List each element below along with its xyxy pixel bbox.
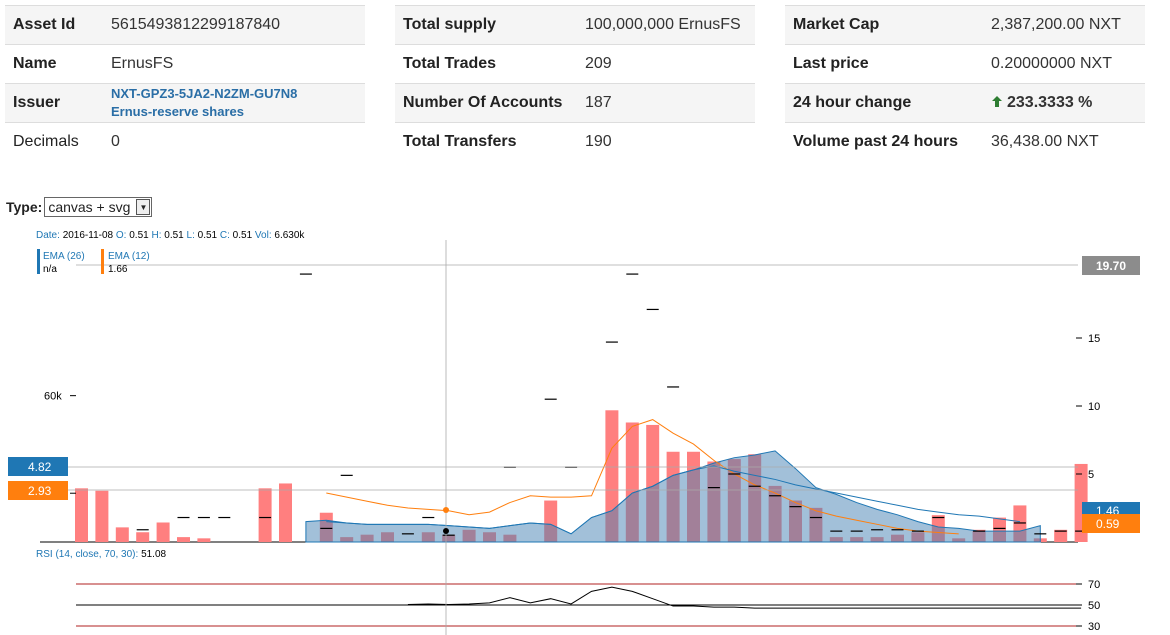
volume-bar [177,537,190,542]
ema12-line [326,419,959,535]
rsi-panel: 30 50 70 [76,579,1100,633]
right-orange-badge: 0.59 [1082,514,1140,533]
change-24h-value: 233.3333 % [983,83,1145,123]
chart-type-selected: canvas + svg [48,199,131,215]
volume-bar [197,538,211,542]
volume-bars [75,410,1088,542]
chevron-down-icon: ▼ [136,199,151,215]
ema-legend: EMA (26) n/a EMA (12) 1.66 [37,249,150,275]
price-marks [136,273,1088,536]
volume-bar [1054,529,1068,542]
market-cap-label: Market Cap [785,5,983,45]
total-trades-value: 209 [577,44,755,84]
asset-id-label: Asset Id [5,5,103,45]
chart-type-select[interactable]: canvas + svg ▼ [44,197,153,217]
svg-text:2.93: 2.93 [28,484,52,498]
price-tick-label: 15 [1088,333,1100,345]
volume-bar [75,488,88,542]
ema26-legend-value: n/a [43,264,57,275]
volume-bar [115,527,129,542]
ema26-line [326,465,1020,535]
price-tick-label: 10 [1088,401,1100,413]
asset-id-value: 5615493812299187840 [103,5,365,45]
decimals-label: Decimals [5,122,103,162]
market-cap-value: 2,387,200.00 NXT [983,5,1145,45]
accounts-link[interactable]: 187 [577,83,755,123]
total-supply-label: Total supply [395,5,577,45]
issuer-alias-link[interactable]: Ernus-reserve shares [111,104,244,119]
rsi-tick-label: 70 [1088,579,1100,591]
svg-text:19.70: 19.70 [1096,259,1126,273]
left-orange-badge: 2.93 [8,481,68,500]
total-supply-value: 100,000,000 ErnusFS [577,5,755,45]
change-24h-label: 24 hour change [785,83,983,123]
volume-bar [156,522,170,542]
svg-text:0.59: 0.59 [1096,517,1120,531]
rsi-tick-label: 30 [1088,621,1100,633]
total-transfers-value: 190 [577,122,755,162]
price-axis: 5 10 15 [1076,333,1100,481]
market-info-table: Market Cap 2,387,200.00 NXT Last price 0.2… [785,5,1145,162]
price-tick-label: 5 [1088,469,1094,481]
issuer-account-link[interactable]: NXT-GPZ3-5JA2-N2ZM-GU7N8 [111,86,298,101]
issuer-value: NXT-GPZ3-5JA2-N2ZM-GU7N8 Ernus-reserve sh… [103,83,365,123]
decimals-value: 0 [103,122,365,162]
volume-24h-label: Volume past 24 hours [785,122,983,162]
total-trades-label: Total Trades [395,44,577,84]
ema12-marker [443,507,449,513]
left-blue-badge: 4.82 [8,457,68,476]
ema12-legend-label: EMA (12) [108,251,150,262]
supply-info-table: Total supply 100,000,000 ErnusFS Total Tr… [395,5,755,162]
last-price-label: Last price [785,44,983,84]
rsi-label: RSI (14, close, 70, 30): 51.08 [36,549,167,560]
total-transfers-label: Total Transfers [395,122,577,162]
issuer-label: Issuer [5,83,103,123]
volume-bar [136,532,150,542]
volume-bar [279,483,292,542]
volume-24h-value: 36,438.00 NXT [983,122,1145,162]
svg-text:4.82: 4.82 [28,460,52,474]
name-label: Name [5,44,103,84]
close-marker [443,528,449,534]
ohlc-tooltip: Date: 2016-11-08 O: 0.51 H: 0.51 L: 0.51… [36,230,305,241]
last-price-value: 0.20000000 NXT [983,44,1145,84]
change-24h-text: 233.3333 % [1007,94,1093,111]
rsi-tick-label: 50 [1088,600,1100,612]
ema26-legend-label: EMA (26) [43,251,85,262]
volume-bar [95,490,109,542]
chart-type-label: Type: [6,199,43,215]
volume-tick-label: 60k [44,391,62,403]
name-value: ErnusFS [103,44,365,84]
right-price-badge: 19.70 [1082,256,1140,275]
volume-bar [258,488,272,542]
ema12-legend-value: 1.66 [108,264,128,275]
arrow-up-icon [992,96,1002,107]
rsi-line [407,586,1082,609]
accounts-label: Number Of Accounts [395,83,577,123]
asset-info-table: Asset Id 5615493812299187840 Name ErnusFS … [5,5,365,162]
crosshair [40,240,1078,635]
chart-type-control: Type: canvas + svg ▼ [6,197,153,217]
